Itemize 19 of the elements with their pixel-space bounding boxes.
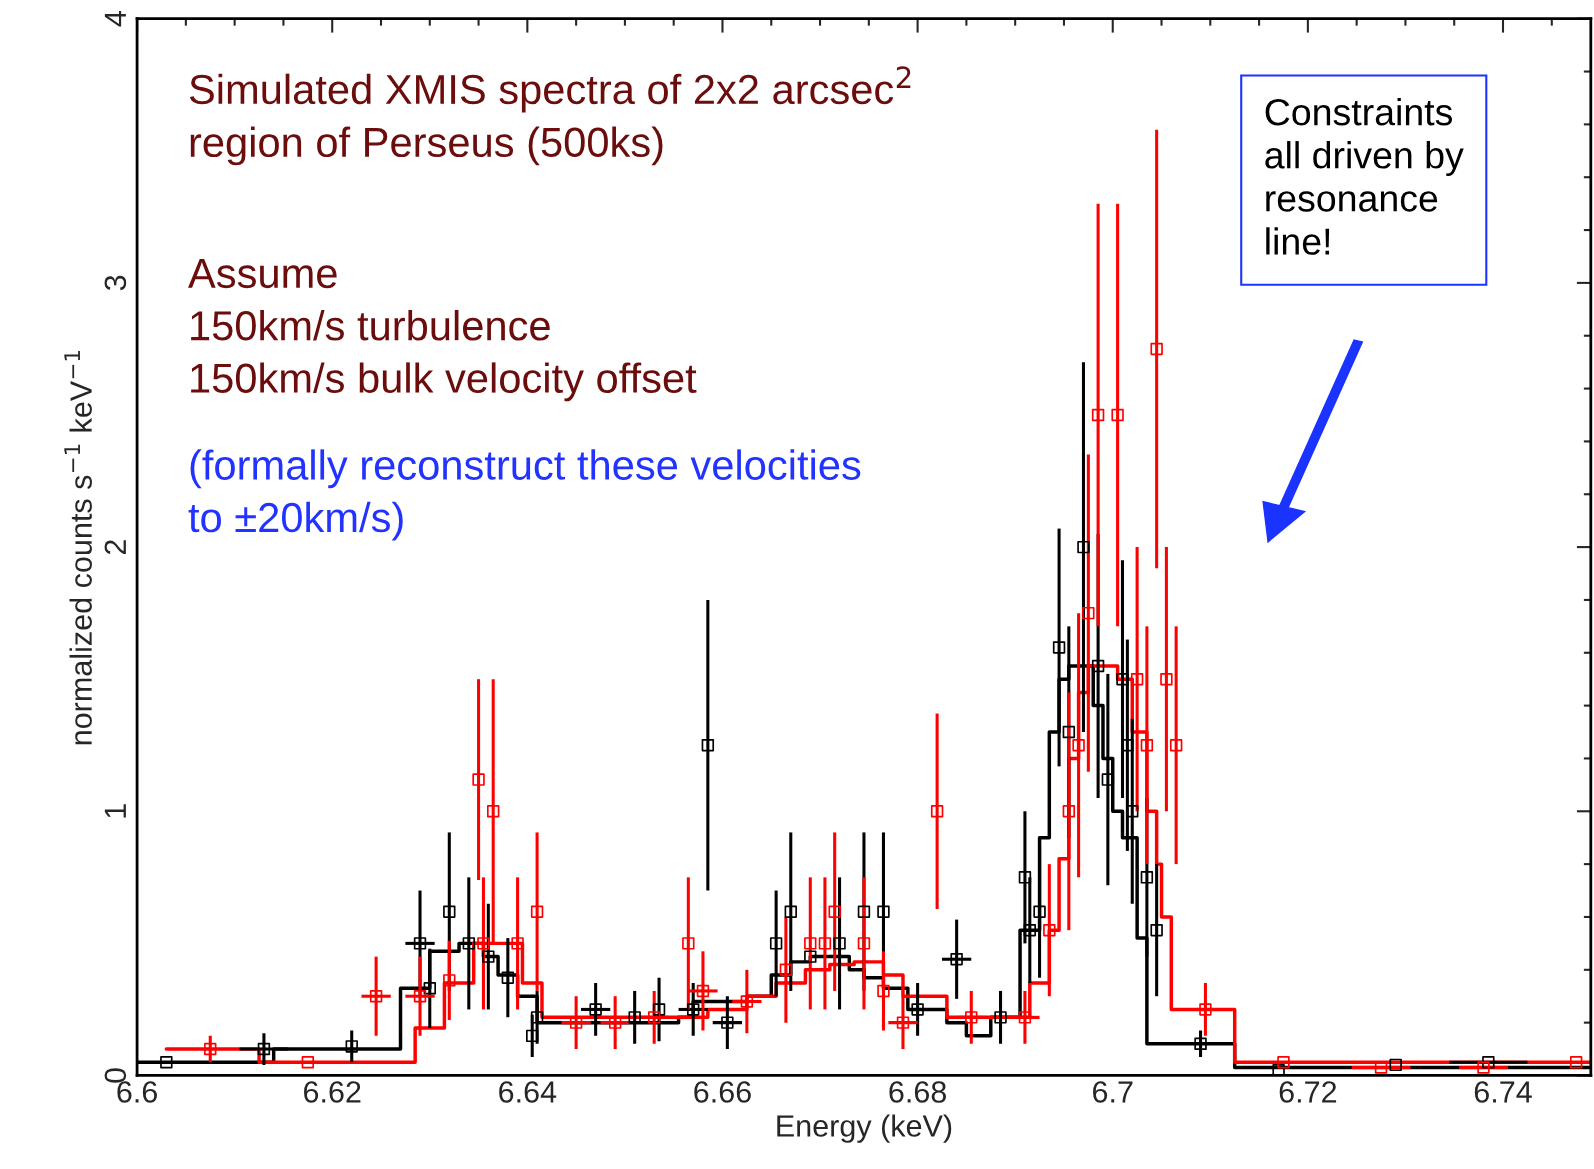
text: Simulated XMIS spectra of 2x2 arcsec$^{2}$ region of Perseus (500ks) <box>189 66 911 166</box>
x-tick-label: 6.66 <box>694 1081 751 1103</box>
y-tick-label: 4 <box>104 11 126 27</box>
y-tick-label: 0 <box>104 1068 127 1083</box>
annotation: Assume 150km/s turbulence 150km/s bulk velocity offset <box>188 259 697 402</box>
x-axis-title: Energy (keV) <box>777 1114 952 1143</box>
x-tick-label: 6.64 <box>499 1081 557 1103</box>
x-tick-label: 6.72 <box>1279 1081 1337 1103</box>
y-tick-label: 2 <box>104 540 126 555</box>
y-axis-title: normalized counts s$^{−1}$ keV$^{−1}$ <box>64 350 92 745</box>
x-tick-label: 6.74 <box>1474 1081 1532 1103</box>
x-tick-label: 6.7 <box>1093 1081 1133 1103</box>
x-tick-label: 6.6 <box>117 1081 157 1103</box>
x-tick-label: 6.68 <box>889 1081 947 1103</box>
annotation: (formally reconstruct these velocities to ±20km/s) <box>188 449 861 541</box>
annotation: Constraints all driven by resonance line! <box>1265 97 1464 255</box>
y-tick-label: 1 <box>104 804 126 818</box>
x-tick-label: 6.62 <box>304 1081 361 1103</box>
y-tick-label: 3 <box>104 275 127 291</box>
